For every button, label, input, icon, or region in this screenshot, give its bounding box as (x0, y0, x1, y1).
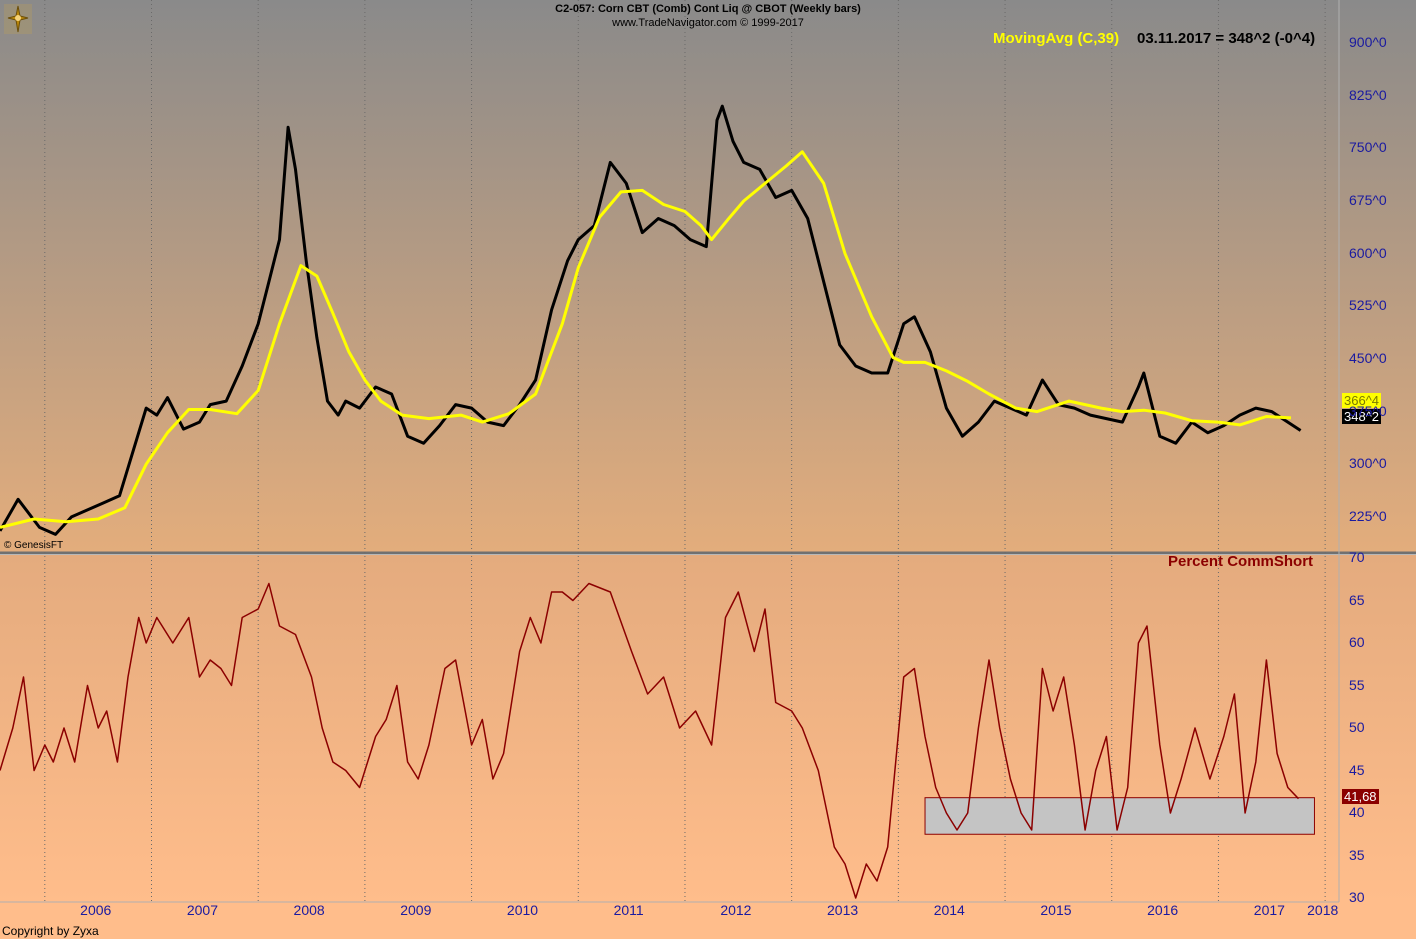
lower-series-group (0, 582, 1315, 899)
lower-panel-title: Percent CommShort (1168, 553, 1314, 570)
lower-panel-background (0, 555, 1416, 902)
y-tick-label: 55 (1349, 676, 1365, 693)
x-tick-label: 2008 (293, 902, 325, 918)
y-tick-label: 450^0 (1349, 349, 1387, 366)
y-tick-label: 375^0 (1349, 402, 1387, 419)
y-tick-label: 525^0 (1349, 297, 1387, 314)
y-tick-label: 70 (1349, 549, 1365, 565)
price-last-value-label: 348^2 (1342, 409, 1382, 424)
moving-average-value: 03.11.2017 = 348^2 (-0^4) (1137, 30, 1316, 47)
y-tick-label: 675^0 (1349, 191, 1387, 208)
percent-commshort-line (0, 582, 1300, 899)
genesis-credit: © GenesisFT (4, 540, 64, 551)
y-tick-label: 825^0 (1349, 86, 1387, 103)
x-tick-label: 2012 (720, 902, 752, 918)
y-tick-label: 225^0 (1349, 507, 1387, 524)
x-tick-label: 2011 (613, 902, 644, 918)
x-tick-label: 2017 (1253, 902, 1285, 918)
x-tick-label: 2010 (506, 902, 539, 918)
x-tick-label: 2014 (933, 902, 965, 918)
y-tick-label: 65 (1349, 591, 1365, 608)
x-tick-label: 2015 (1040, 902, 1072, 918)
x-tick-label: 2007 (186, 902, 218, 918)
price-series-line (0, 104, 1302, 536)
upper-series-group (0, 104, 1302, 536)
x-tick-label: 2009 (400, 902, 432, 918)
trade-navigator-logo-icon (4, 4, 32, 34)
upper-panel-background (0, 0, 1416, 552)
chart-subtitle: www.TradeNavigator.com © 1999-2017 (612, 17, 804, 29)
x-axis-strip (0, 902, 1416, 939)
chart-title: C2-057: Corn CBT (Comb) Cont Liq @ CBOT … (555, 3, 861, 15)
moving-average-line (0, 150, 1292, 529)
y-tick-label: 600^0 (1349, 244, 1387, 261)
y-tick-label: 45 (1349, 761, 1365, 778)
y-tick-label: 750^0 (1349, 139, 1387, 156)
y-tick-label: 50 (1349, 719, 1365, 735)
y-tick-label: 300^0 (1349, 455, 1387, 472)
pct-last-value-label: 41,68 (1342, 789, 1379, 804)
x-tick-label: 2018 (1307, 902, 1339, 918)
y-tick-label: 60 (1349, 634, 1365, 650)
copyright-text: Copyright by Zyxa (2, 924, 99, 938)
y-tick-label: 30 (1349, 889, 1365, 905)
y-tick-label: 35 (1349, 846, 1365, 863)
moving-average-label: MovingAvg (C,39) (993, 30, 1120, 47)
x-tick-label: 2013 (827, 902, 859, 918)
y-tick-label: 900^0 (1349, 34, 1387, 51)
x-tick-label: 2006 (80, 902, 112, 918)
highlight-zone-box (924, 797, 1315, 835)
y-tick-label: 40 (1349, 804, 1365, 820)
ma-last-value-label: 366^4 (1342, 393, 1382, 408)
x-tick-label: 2016 (1147, 902, 1179, 918)
